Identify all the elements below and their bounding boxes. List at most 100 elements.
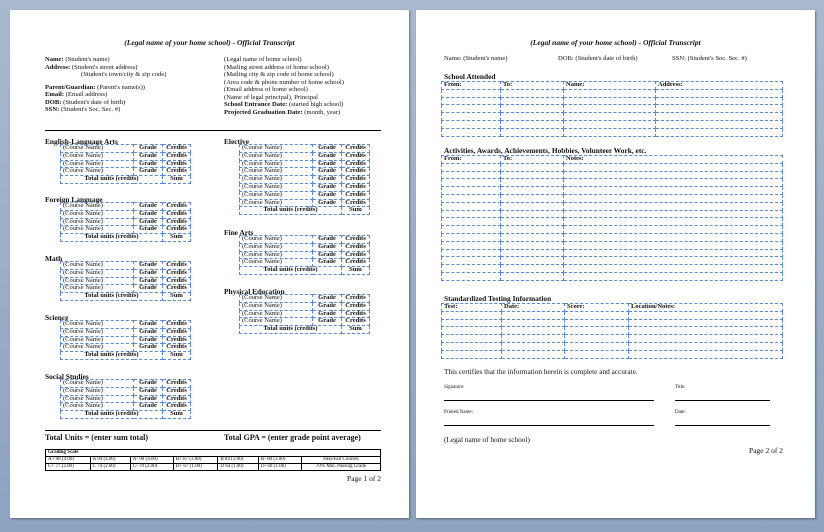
table-cell[interactable] — [564, 318, 629, 328]
table-cell[interactable] — [563, 96, 656, 106]
table-cell[interactable] — [441, 88, 501, 98]
table-cell[interactable] — [563, 162, 783, 172]
table-cell[interactable] — [628, 341, 783, 351]
table-cell[interactable] — [564, 326, 629, 336]
course-name-cell[interactable]: (Course Name) — [239, 151, 313, 161]
table-cell[interactable] — [441, 112, 501, 121]
sum-cell[interactable]: Sum — [162, 410, 191, 419]
course-name-cell[interactable]: (Course Name) — [239, 301, 313, 311]
table-cell[interactable] — [628, 310, 783, 320]
table-cell[interactable] — [441, 318, 502, 328]
table-cell[interactable] — [563, 88, 656, 98]
course-name-cell[interactable]: (Course Name) — [60, 209, 134, 219]
table-cell[interactable] — [441, 178, 501, 188]
credits-cell[interactable]: Credits — [162, 268, 191, 278]
table-cell[interactable] — [441, 104, 501, 114]
printed-name-line[interactable] — [444, 425, 654, 426]
table-cell[interactable] — [500, 271, 564, 281]
table-cell[interactable] — [441, 209, 501, 219]
credits-cell[interactable]: Credits — [341, 242, 370, 252]
course-name-cell[interactable]: (Course Name) — [60, 327, 134, 337]
table-cell[interactable] — [500, 217, 564, 227]
table-cell[interactable] — [500, 162, 564, 172]
credits-cell[interactable]: Credits — [162, 151, 191, 161]
table-cell[interactable] — [500, 104, 564, 114]
credits-cell[interactable]: Credits — [341, 301, 370, 311]
sum-cell[interactable]: Sum — [162, 292, 191, 301]
table-cell[interactable] — [563, 170, 783, 180]
table-cell[interactable] — [501, 310, 565, 320]
table-cell[interactable] — [563, 127, 656, 137]
sum-cell[interactable]: Sum — [341, 325, 370, 334]
table-cell[interactable] — [501, 341, 565, 351]
table-cell[interactable] — [441, 186, 501, 195]
table-cell[interactable] — [500, 88, 564, 98]
table-cell[interactable] — [501, 349, 565, 359]
table-cell[interactable] — [500, 201, 564, 211]
table-cell[interactable] — [564, 310, 629, 320]
table-cell[interactable] — [628, 349, 783, 359]
table-cell[interactable] — [655, 96, 783, 106]
credits-cell[interactable]: Credits — [162, 327, 191, 337]
table-cell[interactable] — [441, 217, 501, 227]
table-cell[interactable] — [563, 112, 656, 121]
table-cell[interactable] — [655, 88, 783, 98]
table-cell[interactable] — [441, 119, 501, 129]
table-cell[interactable] — [441, 201, 501, 211]
table-cell[interactable] — [441, 334, 502, 343]
table-cell[interactable] — [563, 201, 783, 211]
table-cell[interactable] — [441, 326, 502, 336]
table-cell[interactable] — [441, 248, 501, 258]
course-name-cell[interactable]: (Course Name) — [239, 242, 313, 252]
table-cell[interactable] — [563, 256, 783, 266]
table-cell[interactable] — [655, 112, 783, 121]
table-cell[interactable] — [655, 104, 783, 114]
course-name-cell[interactable]: (Course Name) — [60, 151, 134, 161]
table-cell[interactable] — [563, 119, 656, 129]
title-line[interactable] — [675, 400, 770, 401]
table-cell[interactable] — [500, 248, 564, 258]
table-cell[interactable] — [564, 349, 629, 359]
table-cell[interactable] — [501, 334, 565, 343]
table-cell[interactable] — [563, 232, 783, 242]
table-cell[interactable] — [563, 240, 783, 250]
signature-line[interactable] — [444, 400, 654, 401]
table-cell[interactable] — [628, 318, 783, 328]
table-cell[interactable] — [500, 186, 564, 195]
table-cell[interactable] — [441, 232, 501, 242]
table-cell[interactable] — [563, 209, 783, 219]
table-cell[interactable] — [563, 178, 783, 188]
grade-cell[interactable]: Grade — [133, 386, 163, 396]
table-cell[interactable] — [441, 256, 501, 266]
grade-cell[interactable]: Grade — [312, 301, 342, 311]
grade-cell[interactable]: Grade — [312, 151, 342, 161]
table-cell[interactable] — [441, 127, 501, 137]
credits-cell[interactable]: Credits — [162, 386, 191, 396]
table-cell[interactable] — [501, 326, 565, 336]
sum-cell[interactable]: Sum — [162, 233, 191, 242]
table-cell[interactable] — [563, 248, 783, 258]
table-cell[interactable] — [500, 127, 564, 137]
grade-cell[interactable]: Grade — [133, 327, 163, 337]
table-cell[interactable] — [628, 326, 783, 336]
sum-cell[interactable]: Sum — [341, 266, 370, 275]
date-line[interactable] — [675, 425, 770, 426]
table-cell[interactable] — [441, 193, 501, 203]
table-cell[interactable] — [500, 170, 564, 180]
table-cell[interactable] — [500, 232, 564, 242]
sum-cell[interactable]: Sum — [341, 206, 370, 216]
table-cell[interactable] — [441, 271, 501, 281]
grade-cell[interactable]: Grade — [312, 242, 342, 252]
table-cell[interactable] — [441, 162, 501, 172]
table-cell[interactable] — [563, 271, 783, 281]
table-cell[interactable] — [500, 112, 564, 121]
grade-cell[interactable]: Grade — [133, 151, 163, 161]
table-cell[interactable] — [564, 341, 629, 351]
course-name-cell[interactable]: (Course Name) — [239, 190, 313, 200]
table-cell[interactable] — [441, 349, 502, 359]
table-cell[interactable] — [500, 256, 564, 266]
table-cell[interactable] — [441, 170, 501, 180]
grade-cell[interactable]: Grade — [312, 190, 342, 200]
table-cell[interactable] — [655, 127, 783, 137]
table-cell[interactable] — [441, 341, 502, 351]
